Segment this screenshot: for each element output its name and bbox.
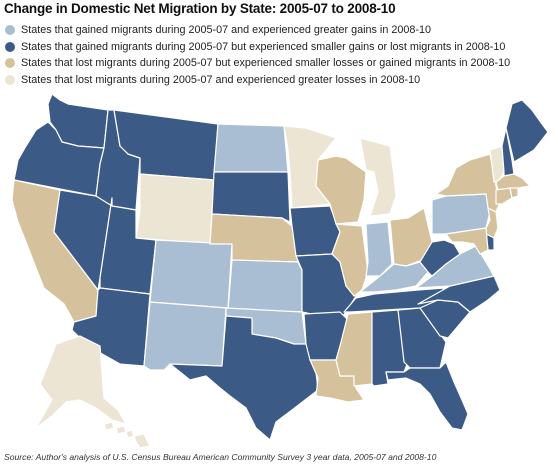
state-hi bbox=[103, 421, 151, 449]
state-ct bbox=[495, 187, 513, 205]
state-fl bbox=[385, 361, 469, 431]
state-pa bbox=[431, 193, 491, 235]
state-sd bbox=[211, 171, 291, 223]
state-il bbox=[331, 223, 369, 297]
legend-swatch-c bbox=[5, 58, 15, 69]
state-nm bbox=[143, 301, 227, 371]
legend-swatch-b bbox=[5, 41, 15, 52]
us-state-map bbox=[11, 93, 549, 449]
legend-item-a: States that gained migrants during 2005-… bbox=[5, 22, 510, 39]
legend-label-b: States that gained migrants during 2005-… bbox=[21, 40, 506, 53]
source-note: Source: Author's analysis of U.S. Census… bbox=[4, 452, 437, 462]
state-md bbox=[445, 227, 489, 255]
legend-label-d: States that lost migrants during 2005-07… bbox=[21, 73, 421, 86]
state-ks bbox=[227, 259, 303, 313]
legend-label-a: States that gained migrants during 2005-… bbox=[21, 24, 431, 37]
map-title: Change in Domestic Net Migration by Stat… bbox=[4, 1, 396, 16]
legend-item-c: States that lost migrants during 2005-07… bbox=[5, 55, 510, 72]
legend: States that gained migrants during 2005-… bbox=[5, 22, 510, 88]
state-wy bbox=[135, 173, 215, 245]
legend-swatch-d bbox=[5, 74, 15, 85]
legend-item-b: States that gained migrants during 2005-… bbox=[5, 39, 510, 56]
state-in bbox=[365, 221, 393, 277]
legend-item-d: States that lost migrants during 2005-07… bbox=[5, 72, 510, 89]
state-tx bbox=[169, 315, 319, 441]
state-nd bbox=[213, 123, 289, 173]
legend-swatch-a bbox=[5, 25, 15, 36]
state-ak bbox=[35, 335, 127, 429]
state-wi bbox=[315, 155, 367, 225]
legend-label-c: States that lost migrants during 2005-07… bbox=[21, 57, 511, 70]
state-tn bbox=[343, 287, 445, 313]
state-vt bbox=[489, 145, 505, 183]
state-mi bbox=[359, 137, 397, 217]
state-wv bbox=[419, 239, 461, 277]
state-ri bbox=[509, 187, 519, 199]
state-me bbox=[505, 99, 549, 163]
state-co bbox=[149, 239, 233, 309]
